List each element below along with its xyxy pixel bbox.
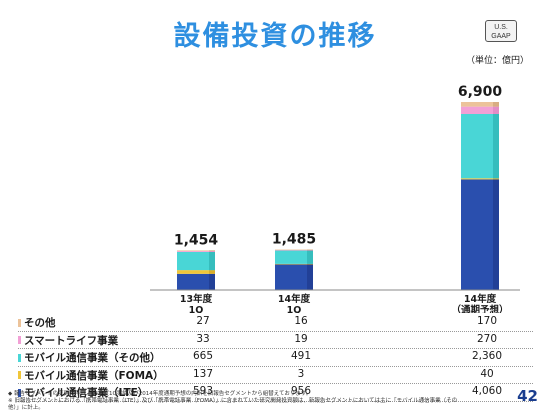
bar-shade-foma-1 xyxy=(307,263,313,265)
table-cell: 19 xyxy=(294,332,308,345)
bar-other-0 xyxy=(177,250,215,252)
legend-text: スマートライフ事業 xyxy=(24,334,119,347)
footnote-2: ※ 旧報告セグメントにおける「携帯電話事業（LTE）」及び「携帯電話事業（FOM… xyxy=(8,398,458,411)
bar-lte-2 xyxy=(461,179,499,290)
bar-shade-foma-2 xyxy=(493,178,499,180)
table-cell: 4,060 xyxy=(471,385,503,397)
x-tick-label: 1Q xyxy=(287,305,302,313)
page-title: 設備投資の推移 xyxy=(173,21,377,52)
bar-total-label: 6,900 xyxy=(458,84,503,100)
legend-label: モバイル通信事業（LTE） xyxy=(18,385,148,400)
table-cell: 2,360 xyxy=(471,350,503,362)
table-row-other: その他 27 16 170 xyxy=(18,314,533,332)
bar-shade-mobile_other-0 xyxy=(209,251,215,271)
table-cell: 665 xyxy=(192,350,214,362)
bar-smartlife-1 xyxy=(275,249,313,251)
table-row-mobile_other: モバイル通信事業（その他） 665 491 2,360 xyxy=(18,349,533,367)
table-cell: 40 xyxy=(480,367,494,380)
bar-smartlife-0 xyxy=(177,251,215,252)
legend-swatch xyxy=(18,388,21,397)
bar-other-1 xyxy=(275,249,313,251)
bar-shade-foma-0 xyxy=(209,270,215,274)
x-tick-label: 13年度 xyxy=(180,293,213,305)
page-number: 42 xyxy=(517,387,538,405)
table-cell: 137 xyxy=(192,367,214,380)
bar-foma-2 xyxy=(461,178,499,180)
bar-shade-lte-0 xyxy=(209,273,215,290)
bar-foma-0 xyxy=(177,270,215,274)
legend-swatch xyxy=(18,318,21,327)
footnote-1: ◆ 報告セグメントの変更に伴い、13年度1Q実績及び2014年度通期予想の内訳を… xyxy=(8,391,312,397)
table-row-foma: モバイル通信事業（FOMA） 137 3 40 xyxy=(18,367,533,384)
bar-shade-smartlife-1 xyxy=(307,249,313,251)
footnotes: ◆ 報告セグメントの変更に伴い、13年度1Q実績及び2014年度通期予想の内訳を… xyxy=(8,391,468,412)
legend-swatch xyxy=(18,371,21,379)
table-cell: 956 xyxy=(290,385,312,397)
bar-mobile_other-2 xyxy=(461,113,499,179)
bar-lte-0 xyxy=(177,273,215,290)
table-row-smartlife: スマートライフ事業 33 19 270 xyxy=(18,332,533,349)
gaap-line-2: GAAP xyxy=(491,33,511,40)
table-cell: 33 xyxy=(196,332,210,345)
bar-mobile_other-1 xyxy=(275,250,313,264)
bar-shade-other-0 xyxy=(209,250,215,252)
bar-shade-other-2 xyxy=(493,102,499,107)
table-cell: 170 xyxy=(476,315,498,327)
bar-shade-lte-1 xyxy=(307,263,313,290)
bar-shade-mobile_other-1 xyxy=(307,250,313,264)
table-cell: 3 xyxy=(297,367,305,380)
x-tick-label: 1Q xyxy=(189,305,204,313)
table-row-lte: モバイル通信事業（LTE） 593 956 4,060 xyxy=(18,384,533,402)
legend-label: スマートライフ事業 xyxy=(18,333,118,348)
unit-label: （単位：億円） xyxy=(466,56,530,66)
legend-label: モバイル通信事業（その他） xyxy=(18,350,161,365)
bar-total-label: 1,485 xyxy=(272,232,316,248)
table-cell: 27 xyxy=(196,315,210,327)
table-cell: 16 xyxy=(294,315,308,327)
legend-label: その他 xyxy=(18,315,56,330)
table-cell: 270 xyxy=(476,332,498,345)
table-cell: 491 xyxy=(290,350,312,362)
legend-swatch xyxy=(18,353,21,362)
x-tick-label: 14年度 xyxy=(464,293,497,305)
legend-text: モバイル通信事業（その他） xyxy=(24,352,161,364)
legend-text: モバイル通信事業（FOMA） xyxy=(24,369,164,382)
legend-text: その他 xyxy=(24,317,56,329)
bar-shade-mobile_other-2 xyxy=(493,113,499,179)
bar-shade-smartlife-2 xyxy=(493,106,499,114)
bar-foma-1 xyxy=(275,263,313,265)
legend-label: モバイル通信事業（FOMA） xyxy=(18,368,164,383)
bar-shade-other-1 xyxy=(307,249,313,251)
legend-swatch xyxy=(18,336,21,344)
gaap-line-1: U.S. xyxy=(494,24,508,31)
bar-lte-1 xyxy=(275,263,313,290)
bar-shade-smartlife-0 xyxy=(209,251,215,252)
bar-other-2 xyxy=(461,102,499,107)
table-cell: 593 xyxy=(192,385,214,397)
legend-text: モバイル通信事業（LTE） xyxy=(24,387,149,399)
bar-shade-lte-2 xyxy=(493,179,499,290)
data-table: その他 27 16 170 スマートライフ事業 33 19 270 モバイル通信事業（その他） 6… xyxy=(18,314,533,402)
bar-total-label: 1,454 xyxy=(174,232,219,248)
x-tick-label: （通期予想） xyxy=(451,304,508,313)
us-gaap-badge: U.S. GAAP xyxy=(485,20,517,42)
bar-smartlife-2 xyxy=(461,106,499,114)
x-tick-label: 14年度 xyxy=(278,293,311,305)
bar-mobile_other-0 xyxy=(177,251,215,271)
